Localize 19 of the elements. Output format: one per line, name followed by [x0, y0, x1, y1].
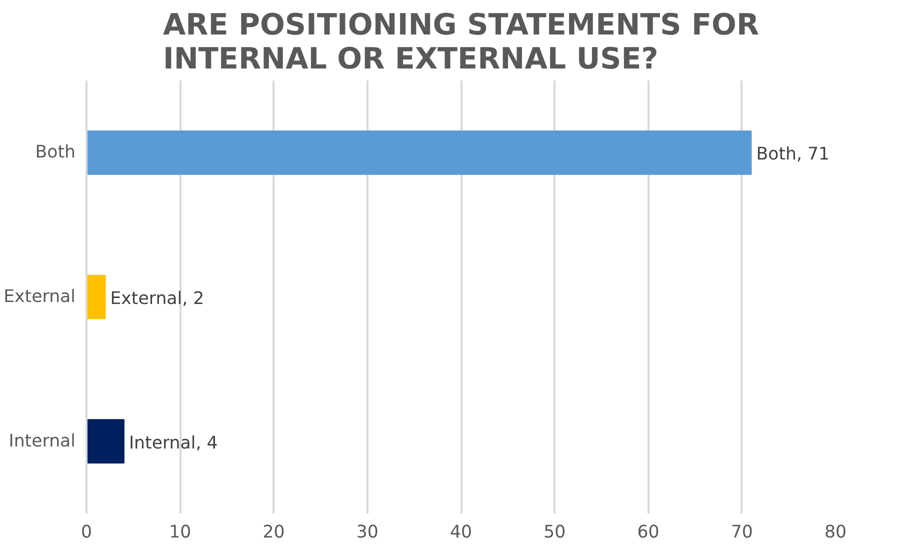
data-label: External, 2 — [110, 289, 204, 309]
y-tick-label: Both — [35, 142, 76, 163]
x-tick-label: 30 — [356, 522, 378, 542]
data-label: Internal, 4 — [128, 433, 218, 454]
x-tick-label: 0 — [80, 522, 92, 542]
x-tick-label: 80 — [824, 522, 847, 542]
x-tick-label: 60 — [637, 522, 660, 542]
x-tick-label: 20 — [262, 522, 285, 542]
x-tick-label: 40 — [450, 522, 472, 542]
bar — [86, 419, 124, 464]
data-label: Both, 71 — [756, 144, 830, 165]
x-tick-label: 50 — [544, 522, 566, 542]
bar — [86, 130, 752, 175]
chart-title: ARE POSITIONING STATEMENTS FOR INTERNAL OR EXTERNAL USE? — [162, 8, 760, 76]
x-tick-label: 10 — [169, 522, 192, 542]
bar — [86, 274, 106, 320]
x-tick-label: 70 — [730, 522, 753, 542]
y-tick-label: External — [4, 287, 76, 307]
y-tick-label: Internal — [8, 431, 76, 452]
